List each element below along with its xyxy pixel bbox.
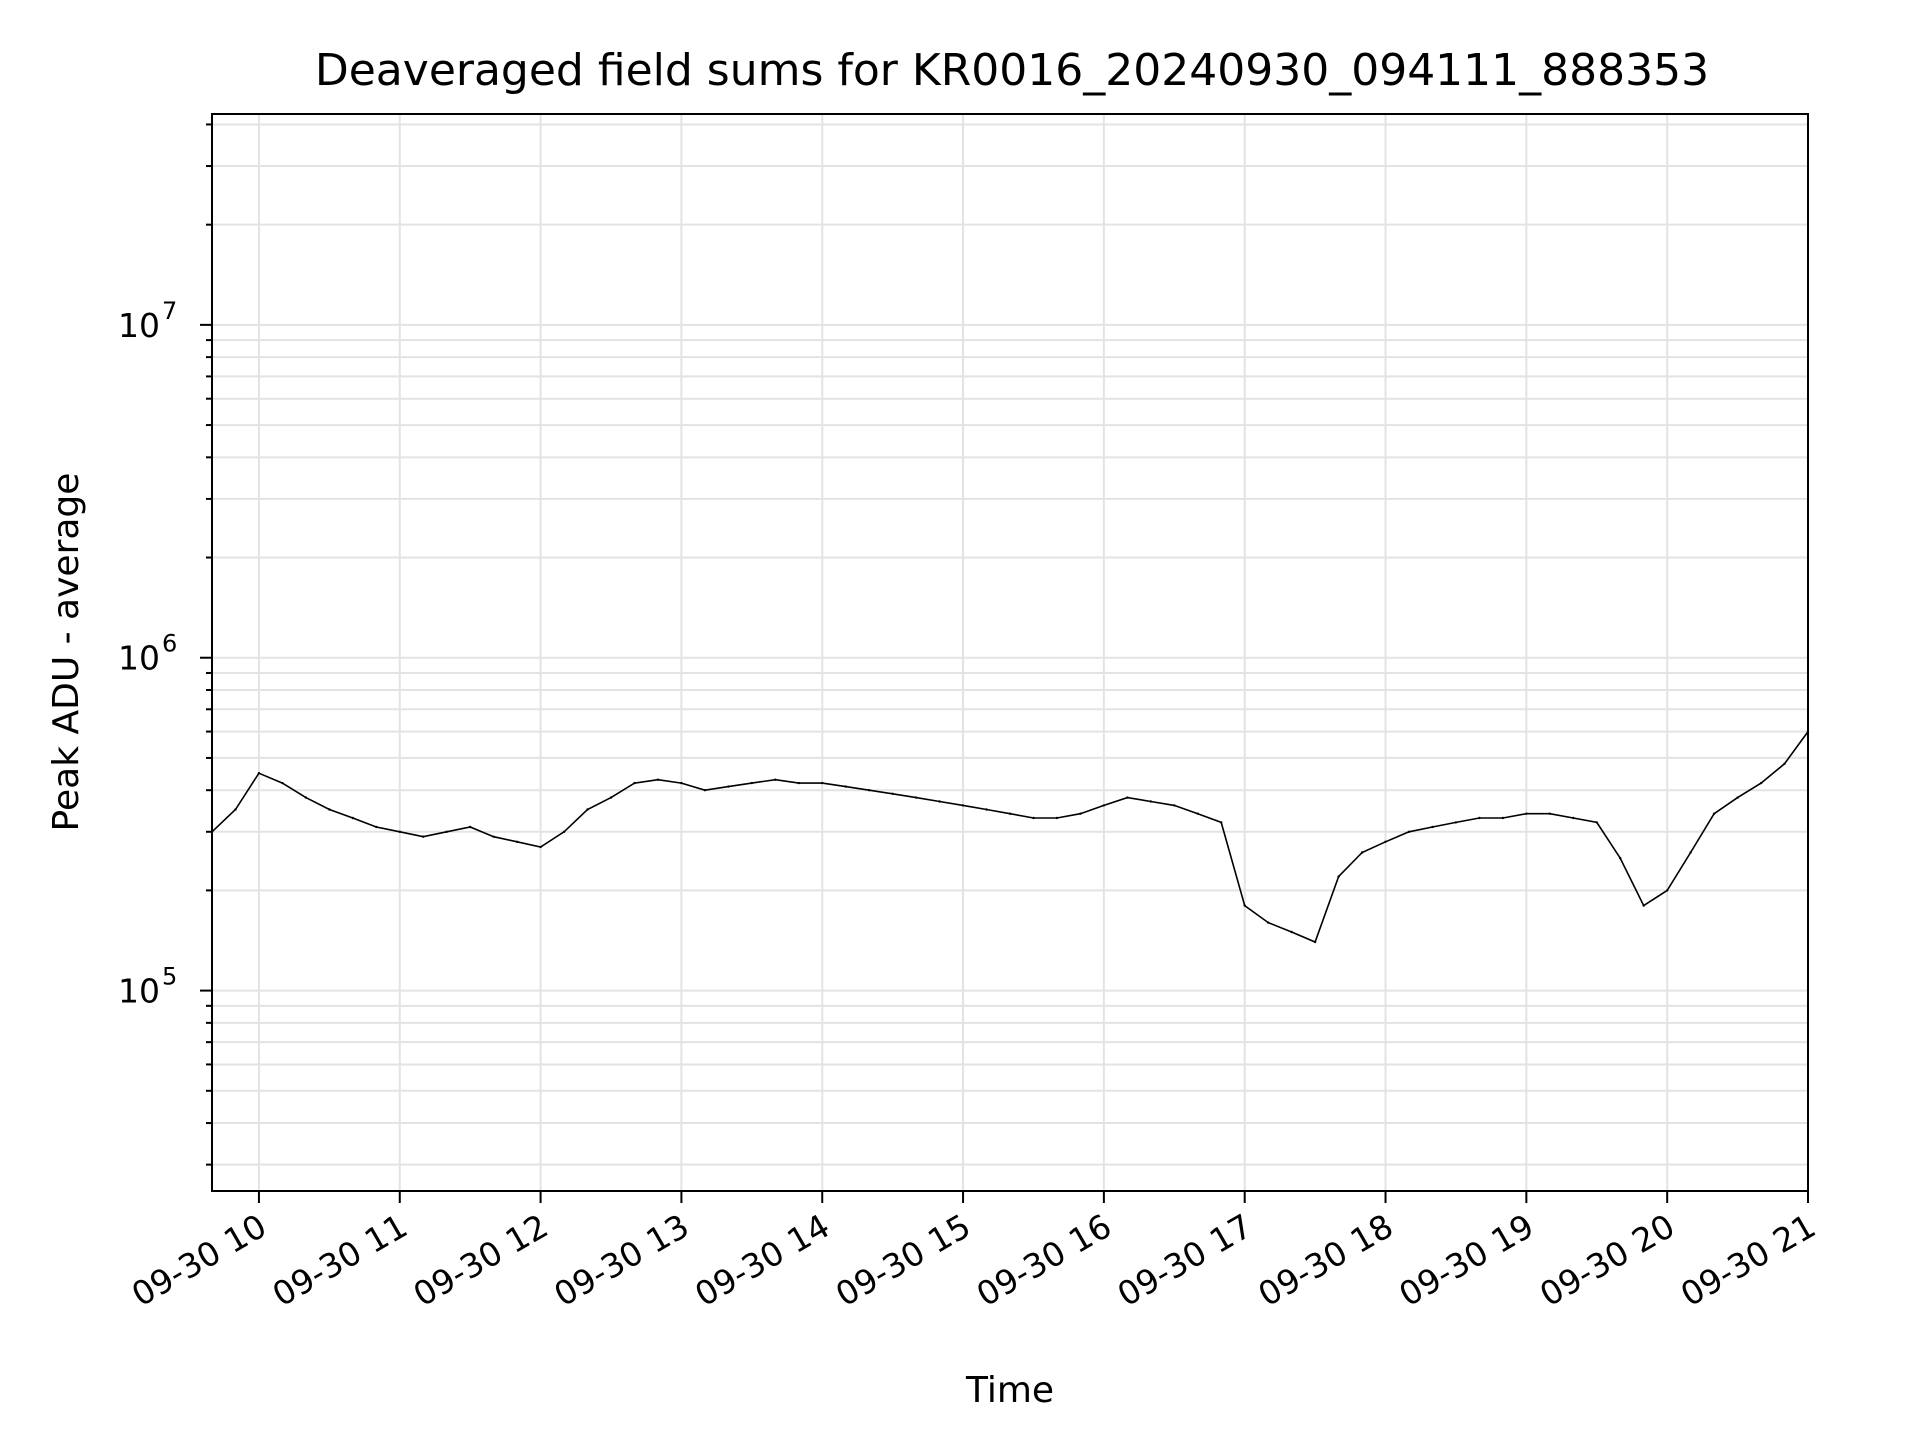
series-point [1525,812,1528,815]
series-point [1407,830,1411,833]
series-point [1501,816,1505,820]
svg-text:6: 6 [162,630,177,658]
series-point [868,789,871,792]
series-point [1079,812,1082,815]
series-point [985,808,988,811]
series-point [1102,804,1106,807]
series-point [1337,875,1340,878]
svg-text:10: 10 [118,306,160,345]
series-point [469,825,472,829]
series-point [398,830,401,833]
series-point [1783,762,1786,765]
plot-area [210,730,1810,944]
series-point [961,804,965,807]
svg-text:10: 10 [118,639,160,678]
series-point [1008,812,1012,815]
x-axis-label: Time [965,1370,1054,1411]
series-point [1173,804,1176,807]
y-tick-label: 10 7 [118,297,177,345]
series-point [234,808,237,811]
series-point [422,835,425,838]
series-point [1055,816,1059,820]
svg-text:5: 5 [162,963,177,991]
series-point [1196,812,1200,815]
series-point [304,796,308,799]
series-point [1384,840,1387,843]
series-point [1712,812,1716,815]
series-point [257,772,261,775]
series-point [586,808,589,811]
series-point [821,781,824,785]
y-axis-label: Peak ADU - average [46,473,87,832]
series-point [1220,821,1223,824]
series-point [492,835,495,838]
series-point [1032,816,1035,820]
series-point [1759,781,1763,785]
series-point [1619,856,1622,860]
series-point [562,830,566,833]
y-tick-label: 10 6 [118,630,177,678]
chart-title: Deaveraged field sums for KR0016_2024093… [315,45,1709,96]
series-point [515,840,519,843]
series-point [1149,800,1153,803]
series-point [844,785,847,788]
plot-frame [211,113,1809,1192]
series-point [750,781,753,785]
series-point [774,778,777,781]
series-point [351,816,354,820]
series-point [1736,796,1739,799]
y-tick-label: 10 5 [118,963,177,1011]
series-point [328,808,331,811]
series-point [914,796,918,799]
series-point [1267,921,1270,924]
series-point [633,781,636,785]
series-point [1689,851,1692,854]
series-point [539,845,542,849]
series-point [1454,821,1458,824]
series-point [656,778,660,781]
series-point [1243,904,1246,907]
series-point [1478,816,1481,820]
series-point [797,781,800,785]
series-point [1595,821,1599,824]
series-point [891,792,894,795]
series-point [445,830,448,833]
series-point [1431,825,1434,829]
series-point [1572,816,1575,820]
series-point [281,781,284,785]
series-point [609,796,613,799]
series-point [727,785,730,788]
grid [212,114,1809,1191]
series-point [375,825,378,829]
series-point [1642,904,1645,907]
series-point [1360,851,1364,854]
series-point [1313,940,1317,944]
series-point [1126,796,1129,799]
series-point [1548,812,1552,815]
svg-text:7: 7 [162,297,177,325]
svg-text:10: 10 [118,972,160,1011]
series-point [1290,930,1293,934]
series-point [938,800,941,803]
series-point [703,789,707,792]
series-point [1666,889,1669,892]
series-point [680,781,683,785]
